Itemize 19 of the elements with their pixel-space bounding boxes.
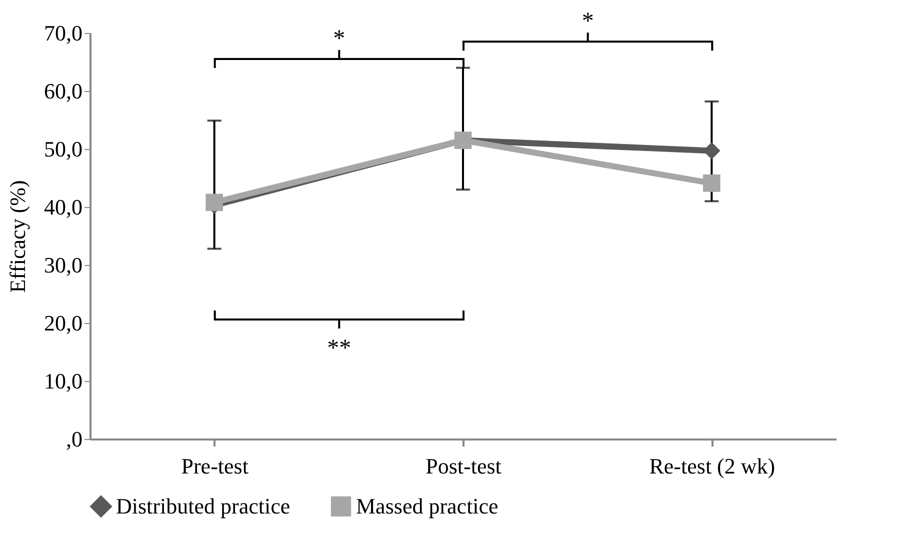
annotation: * [582,8,594,35]
point [703,174,720,192]
y-tick-label: 50,0 [44,136,82,162]
annotation: * [333,26,346,52]
y-tick-label: 70,0 [44,20,82,46]
y-axis-title: Efficacy (%) [5,180,30,293]
x-tick-label: Post-test [426,454,502,478]
y-tick-label: 30,0 [44,252,82,278]
y-tick-label: 40,0 [44,194,82,220]
point [206,194,223,212]
legend-label: Distributed practice [116,493,290,518]
y-tick-label: ,0 [66,426,82,452]
y-tick-label: 10,0 [44,368,82,394]
y-tick-label: 20,0 [44,310,82,336]
annotation: ** [327,335,352,362]
x-tick-label: Re-test (2 wk) [649,454,776,478]
x-tick-label: Pre-test [181,454,248,478]
legend-label: Massed practice [356,493,498,518]
y-tick-label: 60,0 [44,78,82,104]
